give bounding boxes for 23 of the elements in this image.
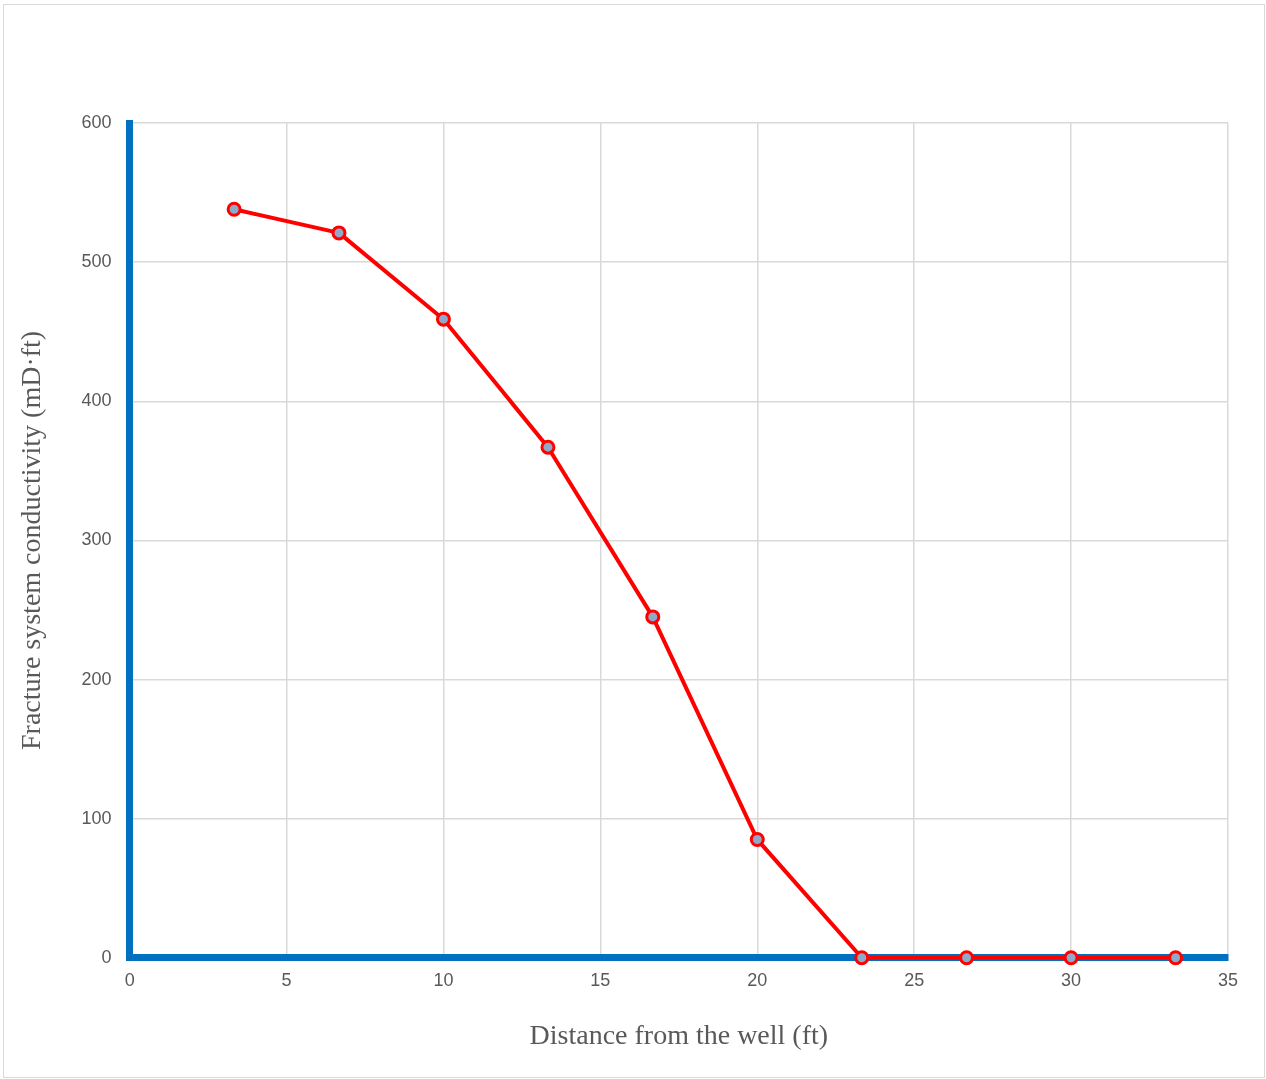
x-tick-label: 10 <box>433 969 454 990</box>
point <box>226 201 242 217</box>
y-tick-label: 100 <box>81 807 112 828</box>
x-tick-label: 25 <box>904 969 925 990</box>
y-tick-label: 200 <box>81 668 112 689</box>
y-axis-title: Fracture system conductivity (mD·ft) <box>15 330 47 750</box>
point <box>749 832 765 848</box>
x-tick-label: 30 <box>1061 969 1082 990</box>
point <box>435 311 451 327</box>
y-tick-label: 600 <box>81 111 112 132</box>
y-tick-label: 400 <box>81 390 112 411</box>
y-tick-label: 0 <box>101 946 112 967</box>
x-tick-label: 35 <box>1217 969 1239 990</box>
x-tick-label: 0 <box>124 969 135 990</box>
point <box>331 225 347 241</box>
x-tick-label: 15 <box>590 969 611 990</box>
x-tick-label: 5 <box>281 969 292 990</box>
point <box>645 609 661 625</box>
y-tick-label: 300 <box>81 529 112 550</box>
x-tick-label: 20 <box>747 969 768 990</box>
point <box>540 439 556 455</box>
y-tick-label: 500 <box>81 251 112 272</box>
x-axis-title: Distance from the well (ft) <box>529 1018 829 1050</box>
